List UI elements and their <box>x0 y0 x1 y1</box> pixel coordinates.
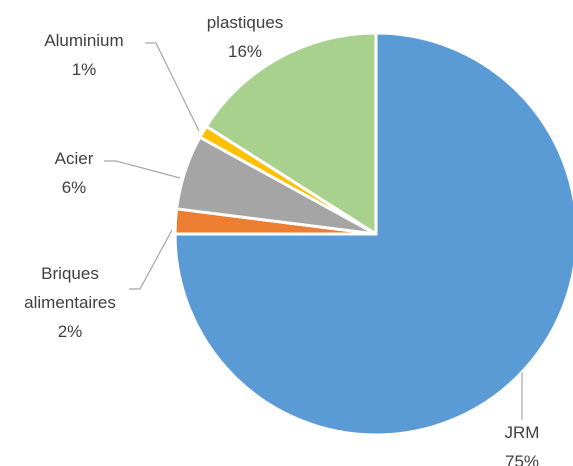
slices <box>173 31 573 437</box>
value-label: 75% <box>504 452 540 466</box>
leader-lines <box>104 42 523 420</box>
category-label: Aluminium <box>44 31 124 50</box>
leader-line <box>104 160 181 179</box>
value-label: 6% <box>61 178 87 197</box>
slice-label: Aluminium 1% <box>24 26 144 84</box>
value-label: 16% <box>227 42 263 61</box>
slice-label: Acier 6% <box>34 144 114 202</box>
slice-label: Briques alimentaires 2% <box>0 259 140 346</box>
slice-label: plastiques 16% <box>185 8 305 66</box>
leader-line <box>129 229 173 290</box>
category-label: plastiques <box>206 13 284 32</box>
slice-label: JRM 75% <box>482 418 562 466</box>
category-label: Briques alimentaires <box>24 264 116 312</box>
category-label: JRM <box>504 423 540 442</box>
pie-slice <box>204 31 378 236</box>
value-label: 2% <box>57 322 83 341</box>
category-label: Acier <box>54 149 94 168</box>
value-label: 1% <box>71 60 97 79</box>
leader-line <box>145 42 200 132</box>
